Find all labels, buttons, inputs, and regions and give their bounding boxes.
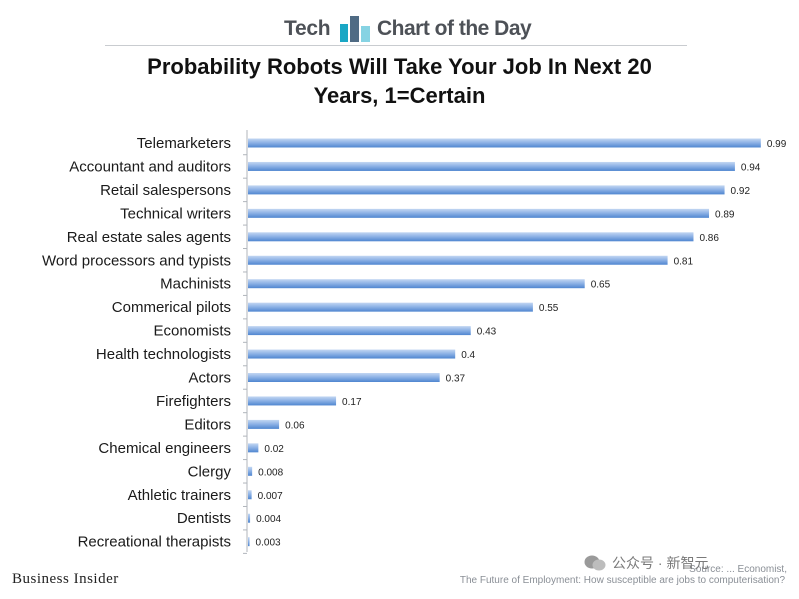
category-label: Accountant and auditors [69,158,231,175]
data-label: 0.37 [446,374,466,385]
bar [248,537,250,547]
header-series-label: Chart of the Day [377,17,532,40]
source-line-1: Source: ... Economist, [689,564,787,575]
bar [248,349,456,359]
bar [248,161,735,171]
bar [248,466,253,476]
category-label: Technical writers [120,205,231,222]
category-label: Telemarketers [137,135,231,152]
data-label: 0.43 [477,327,497,338]
category-label: Machinists [160,276,231,293]
category-label: Editors [184,416,231,433]
category-label: Firefighters [156,393,231,410]
category-label: Chemical engineers [98,440,231,457]
wechat-icon [584,555,606,571]
data-label: 0.008 [258,467,283,478]
source-line-2: The Future of Employment: How susceptibl… [459,575,785,586]
category-label: Retail salespersons [100,182,231,199]
category-label: Economists [153,323,231,340]
bar [248,396,337,406]
bar-chart-logo-icon [340,16,370,42]
header-section-label: Tech [284,17,331,40]
data-label: 0.003 [256,538,281,549]
category-label: Word processors and typists [42,252,231,269]
data-label: 0.17 [342,397,362,408]
chart-header: Tech Chart of the Day [0,8,799,48]
data-label: 0.004 [256,514,281,525]
watermark-text: 公众号 · 新智元 [612,555,709,571]
bar [248,326,471,336]
data-label: 0.92 [731,186,751,197]
watermark: 公众号 · 新智元 [584,553,708,573]
bar [248,279,585,289]
data-label: 0.99 [767,139,787,150]
data-label: 0.94 [741,162,761,173]
data-label: 0.06 [285,420,305,431]
bar [248,443,259,453]
bar [248,185,725,195]
category-label: Actors [188,370,231,387]
data-label: 0.02 [264,444,284,455]
bar [248,419,280,429]
bar [248,302,533,312]
bar [248,373,440,382]
data-label: 0.55 [539,303,559,314]
category-label: Recreational therapists [78,534,231,551]
data-label: 0.86 [699,233,719,244]
chart-title: Probability Robots Will Take Your Job In… [147,54,652,108]
brand-logo: Business Insider [12,571,119,587]
bar [248,208,710,218]
bar [248,138,761,148]
category-label: Clergy [188,463,232,480]
category-label: Commerical pilots [112,299,231,316]
bar [248,232,694,242]
bar [248,490,252,500]
bar [248,513,251,523]
category-label: Athletic trainers [128,487,231,504]
data-label: 0.89 [715,209,735,220]
category-label: Real estate sales agents [67,229,231,246]
data-label: 0.007 [258,491,283,502]
data-label: 0.81 [674,256,694,267]
header-divider [105,45,687,46]
bar [248,255,668,265]
data-label: 0.4 [461,350,475,361]
data-label: 0.65 [591,280,611,291]
category-label: Dentists [177,510,231,527]
category-label: Health technologists [96,346,231,363]
